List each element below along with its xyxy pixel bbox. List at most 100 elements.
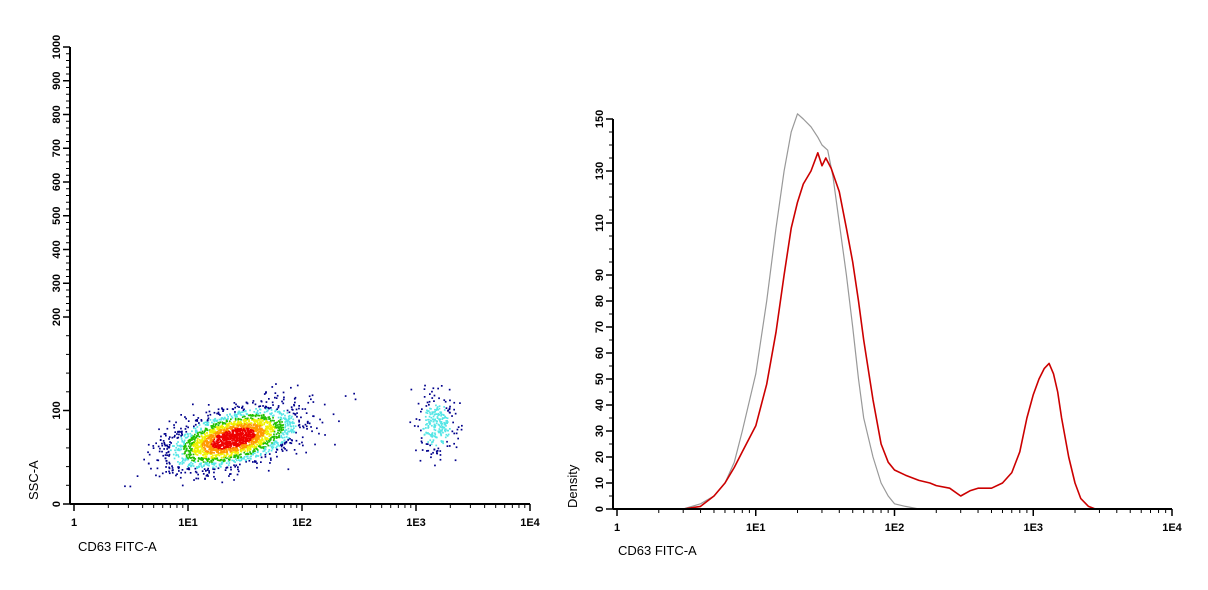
event-dot [252,428,255,430]
event-dot [230,441,232,444]
event-dot [438,418,440,420]
event-dot [225,437,227,440]
event-dot [220,453,223,456]
event-dot [197,457,200,459]
event-dot [268,407,270,410]
event-dot [447,433,450,436]
event-dot [453,401,456,404]
event-dot [190,449,193,451]
event-dot [214,433,217,435]
event-dot [196,420,199,422]
event-dot [338,420,340,423]
event-dot [440,434,443,437]
event-dot [191,442,194,444]
event-dot [186,436,189,439]
event-dot [205,440,208,443]
event-dot [209,461,211,463]
event-dot [225,467,227,469]
event-dot [201,440,204,442]
event-dot [223,439,225,442]
event-dot [208,441,210,443]
event-dot [259,435,262,438]
event-dot [200,420,203,422]
event-dot [438,419,441,421]
event-dot [187,426,189,429]
event-dot [248,459,251,462]
event-dot [262,443,265,445]
event-dot [196,449,199,451]
event-dot [218,441,221,444]
event-dot [278,411,281,413]
event-dot [253,435,256,437]
event-dot [437,414,440,417]
event-dot [263,450,266,452]
event-dot [177,447,180,450]
event-dot [294,401,296,404]
event-dot [207,464,209,466]
event-dot [234,430,237,433]
histogram-y-axis-title: Density [565,464,580,508]
event-dot [271,419,274,422]
event-dot [260,417,263,419]
event-dot [453,432,456,435]
event-dot [461,424,463,427]
event-dot [228,432,231,435]
event-dot [262,432,264,434]
y-tick-label: 300 [51,274,63,292]
event-dot [290,442,293,445]
event-dot [267,469,270,472]
event-dot [239,457,242,459]
event-dot [207,445,210,447]
event-dot [184,471,187,474]
dot-plot-points [124,383,463,488]
event-dot [280,412,282,415]
event-dot [225,423,228,425]
event-dot [188,442,191,444]
event-dot [185,458,187,461]
event-dot [280,424,283,427]
event-dot [259,454,262,457]
event-dot [216,448,218,451]
event-dot [295,439,298,442]
event-dot [248,440,250,442]
event-dot [279,418,282,421]
event-dot [219,451,222,454]
event-dot [290,430,293,432]
event-dot [259,429,261,432]
event-dot [192,403,194,406]
event-dot [233,414,236,417]
event-dot [294,396,297,399]
event-dot [432,415,435,418]
event-dot [199,457,201,460]
event-dot [217,408,220,411]
event-dot [177,431,179,433]
event-dot [200,429,202,431]
event-dot [201,470,204,472]
event-dot [263,423,265,426]
event-dot [226,436,229,438]
event-dot [276,455,278,458]
event-dot [422,428,425,430]
event-dot [192,435,195,437]
event-dot [276,411,279,413]
event-dot [208,471,210,474]
event-dot [264,405,267,408]
event-dot [214,434,216,437]
event-dot [180,471,182,474]
event-dot [431,397,434,399]
event-dot [217,451,219,453]
event-dot [436,406,439,408]
event-dot [264,406,266,409]
event-dot [211,425,213,427]
y-tick-label: 600 [51,173,63,191]
event-dot [287,427,290,430]
event-dot [176,433,178,435]
event-dot [269,421,271,424]
event-dot [236,405,239,408]
event-dot [260,427,262,430]
event-dot [434,410,437,413]
event-dot [435,413,437,415]
event-dot [223,459,226,461]
event-dot [253,448,255,451]
event-dot [310,398,312,401]
